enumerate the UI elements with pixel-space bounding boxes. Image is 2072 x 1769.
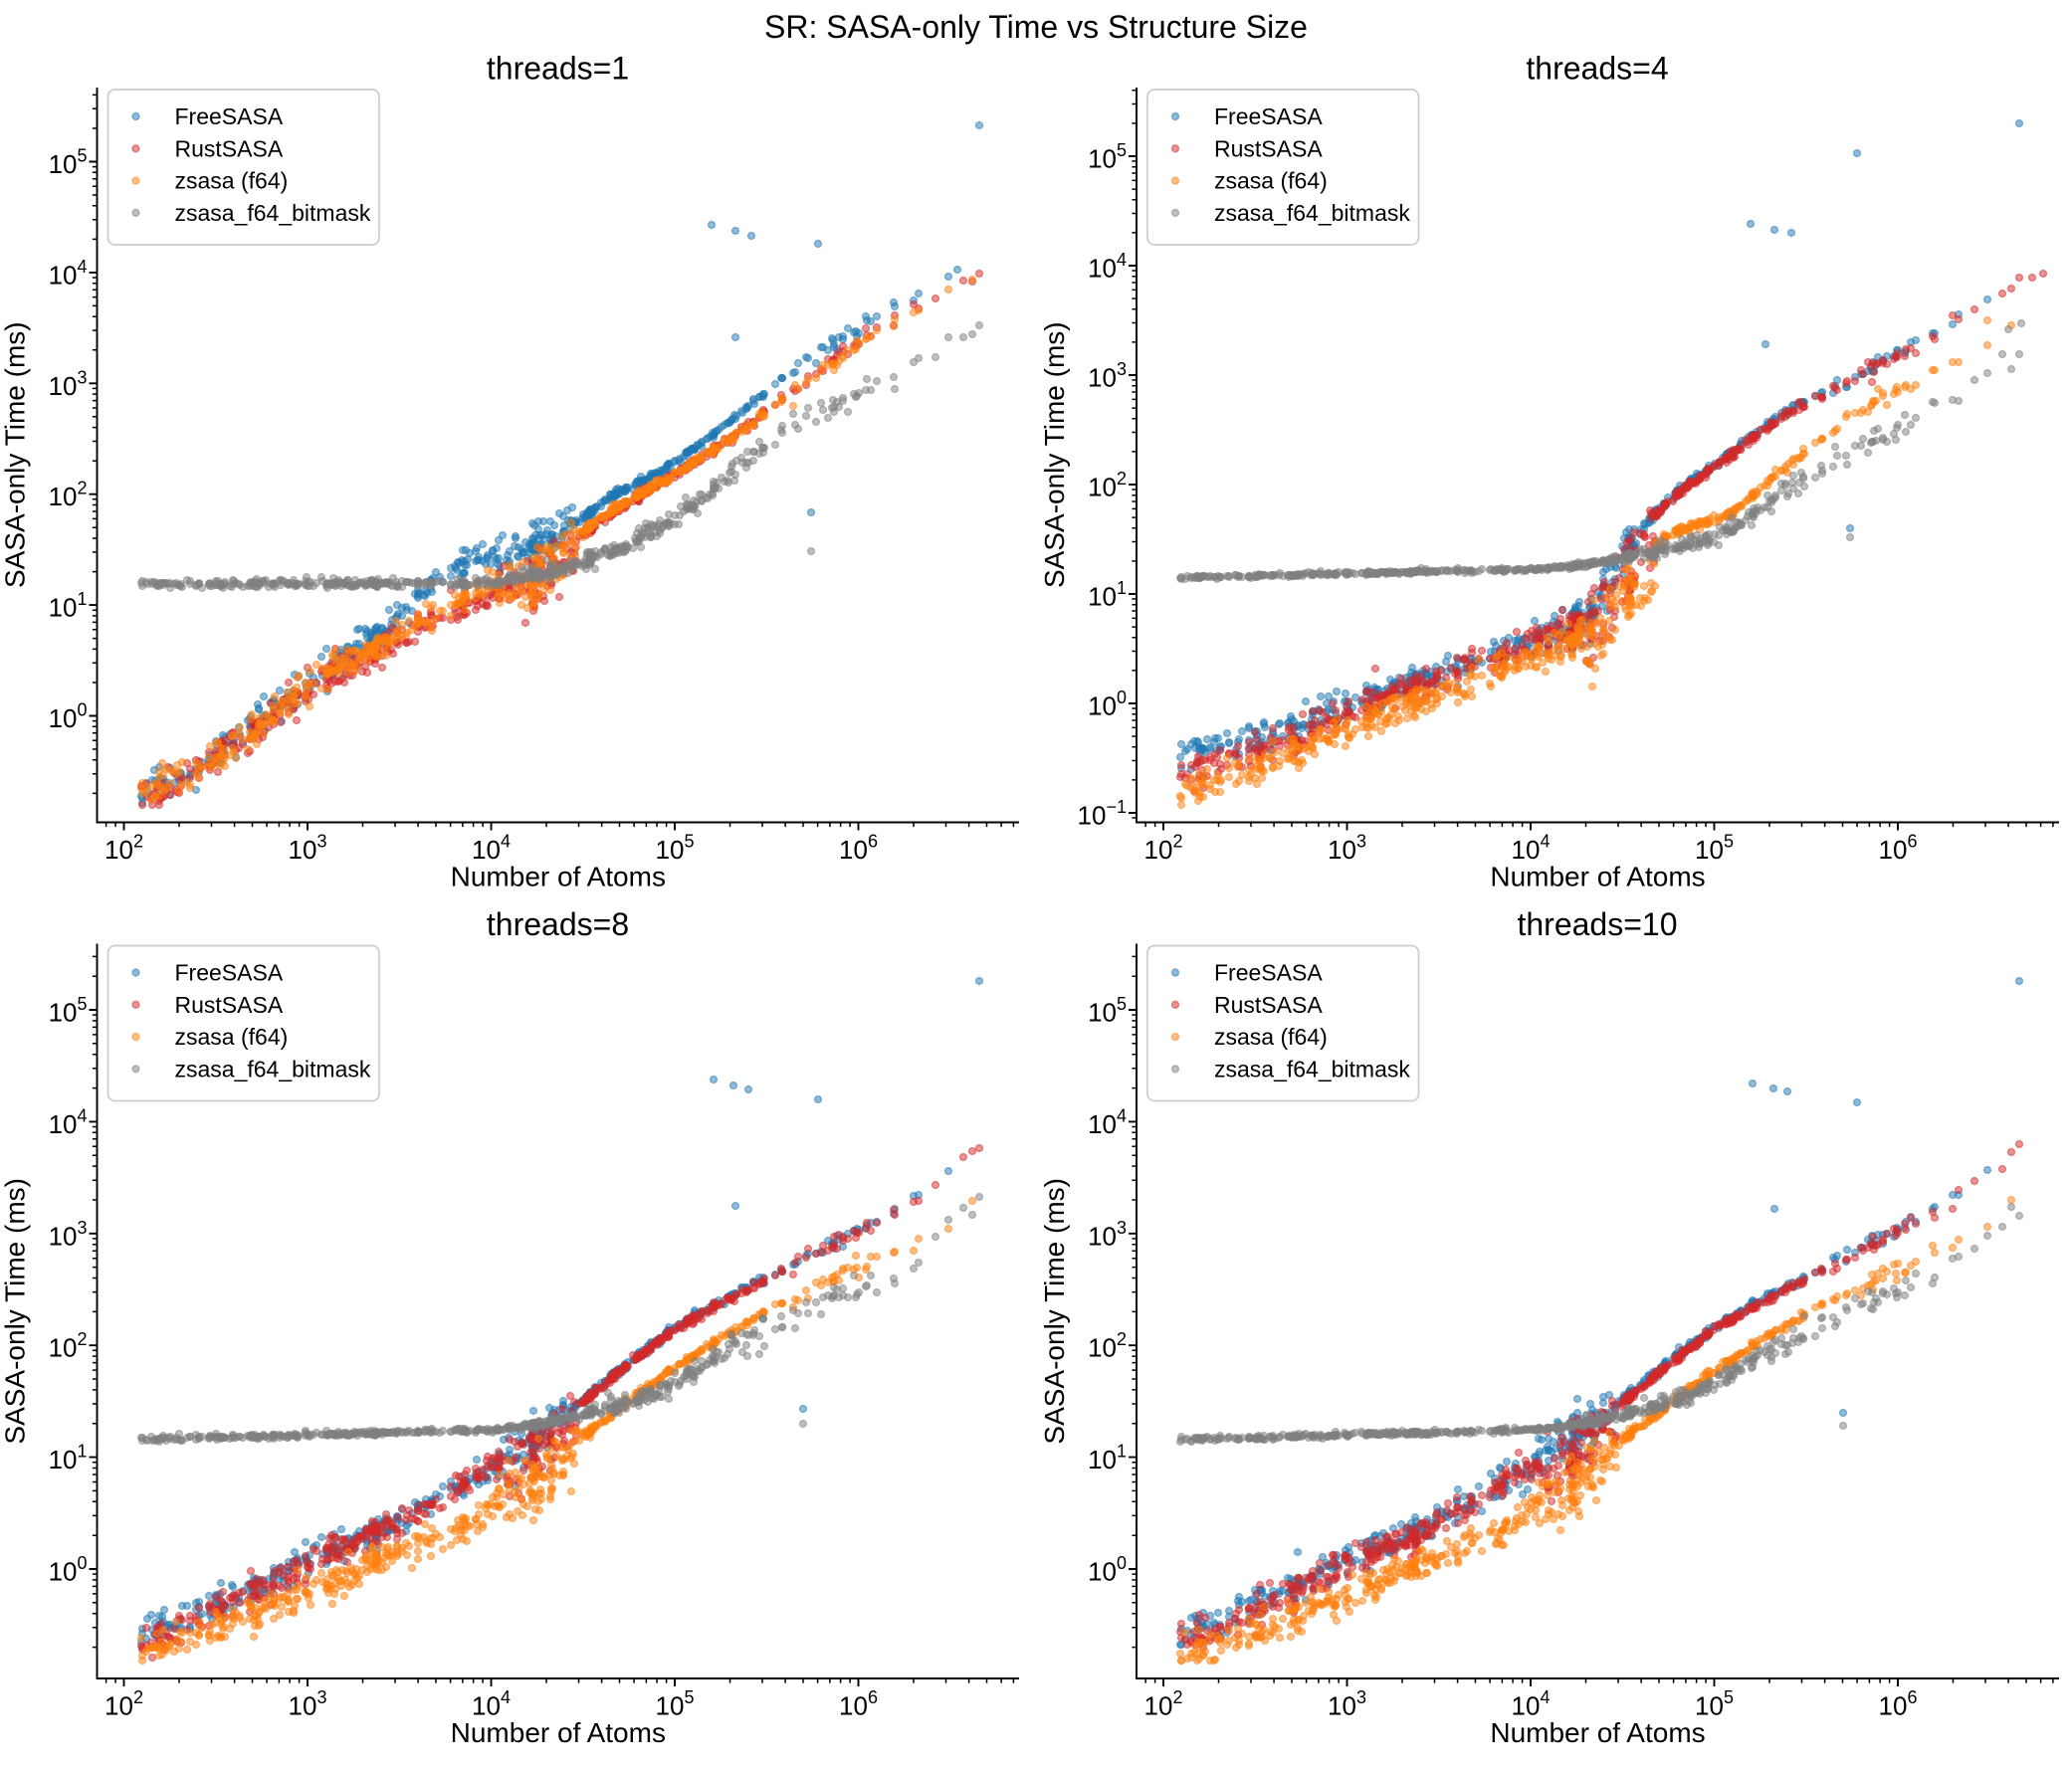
svg-text:Number of Atoms: Number of Atoms (1490, 862, 1705, 892)
svg-text:SASA-only Time (ms): SASA-only Time (ms) (0, 1178, 31, 1445)
svg-text:SASA-only Time (ms): SASA-only Time (ms) (1039, 321, 1070, 588)
svg-text:threads=8: threads=8 (487, 906, 629, 942)
svg-text:102: 102 (104, 832, 143, 866)
svg-text:zsasa (f64): zsasa (f64) (1214, 168, 1328, 194)
svg-text:zsasa_f64_bitmask: zsasa_f64_bitmask (1214, 200, 1410, 226)
svg-text:zsasa_f64_bitmask: zsasa_f64_bitmask (175, 200, 371, 226)
svg-text:RustSASA: RustSASA (175, 135, 284, 161)
svg-text:Number of Atoms: Number of Atoms (451, 862, 666, 892)
svg-text:threads=4: threads=4 (1526, 51, 1668, 87)
svg-text:Number of Atoms: Number of Atoms (451, 1717, 666, 1748)
svg-text:FreeSASA: FreeSASA (175, 103, 284, 129)
svg-text:threads=1: threads=1 (487, 51, 629, 87)
svg-text:SR: SASA-only Time vs Structur: SR: SASA-only Time vs Structure Size (764, 9, 1308, 45)
svg-text:SASA-only Time (ms): SASA-only Time (ms) (0, 321, 31, 588)
svg-text:zsasa (f64): zsasa (f64) (175, 168, 289, 194)
svg-text:FreeSASA: FreeSASA (1214, 103, 1323, 129)
svg-text:RustSASA: RustSASA (1214, 135, 1323, 161)
